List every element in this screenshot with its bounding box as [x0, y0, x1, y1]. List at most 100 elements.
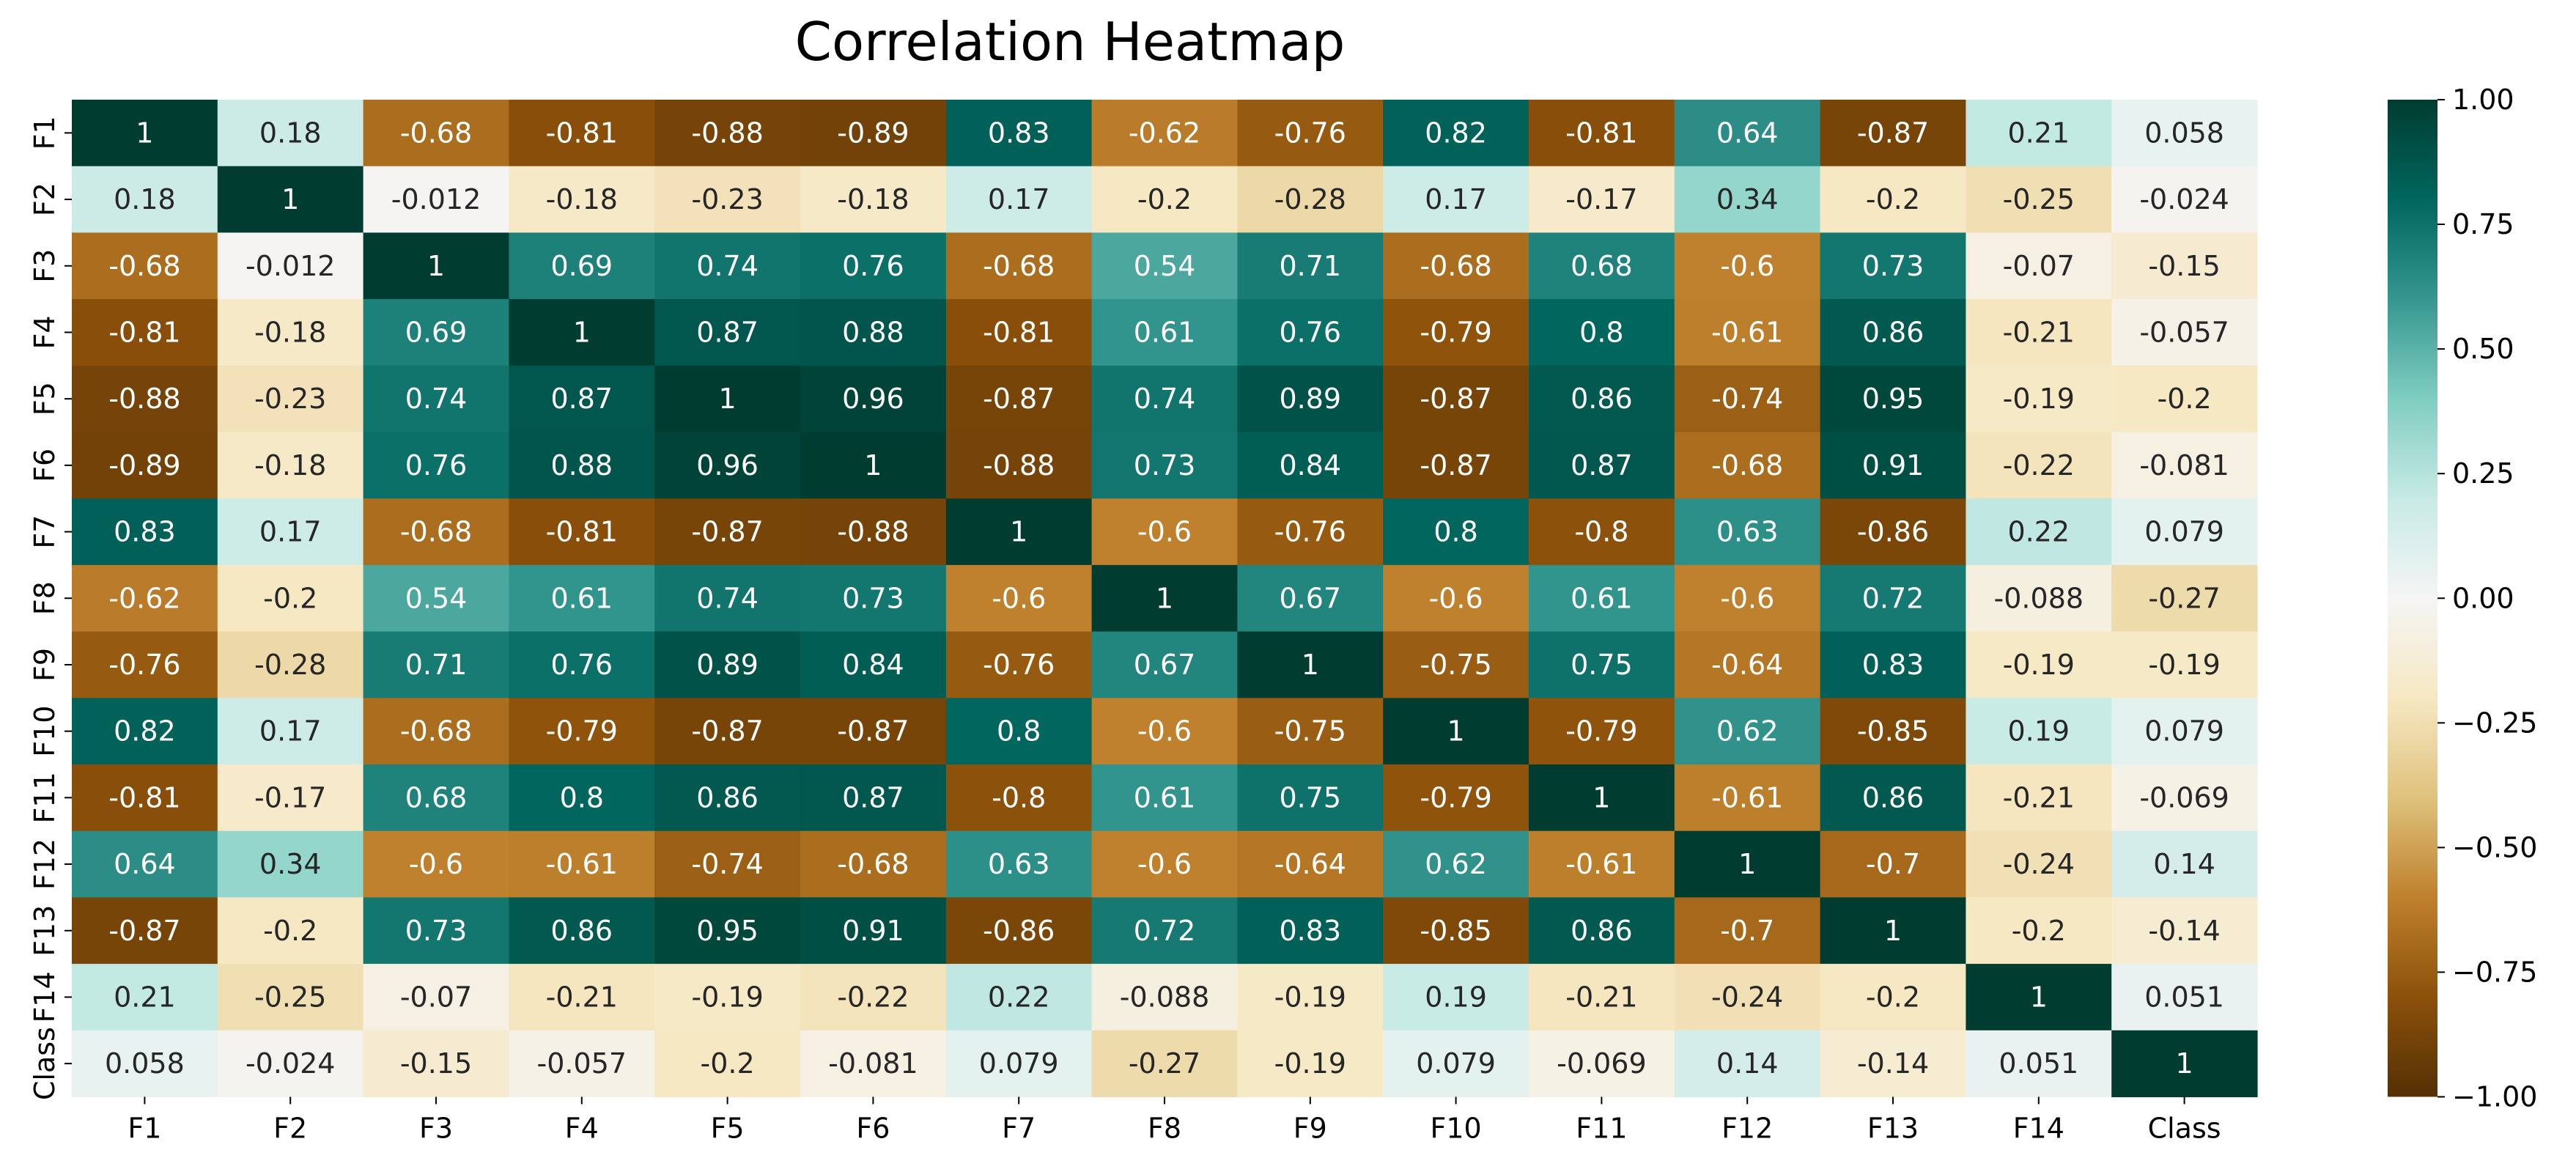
- heatmap-cell-label: 0.69: [405, 316, 468, 348]
- heatmap-cell-label: -0.64: [1274, 848, 1346, 880]
- heatmap-cell-F11-Class: [2111, 764, 2258, 832]
- heatmap-cell-F6-F4: [509, 432, 655, 499]
- colorbar-tick-label: 0.25: [2452, 457, 2514, 490]
- heatmap-cell-label: -0.61: [546, 848, 618, 880]
- heatmap-cell-F7-F13: [1820, 498, 1966, 566]
- heatmap-cell-F8-F5: [654, 564, 801, 633]
- heatmap-cell-F2-F10: [1383, 166, 1529, 233]
- heatmap-cell-label: 0.91: [1862, 449, 1924, 482]
- heatmap-cell-F14-F13: [1820, 964, 1966, 1031]
- heatmap-cell-label: -0.89: [837, 117, 909, 149]
- heatmap-cell-F4-F8: [1091, 299, 1238, 366]
- heatmap-cell-label: 0.63: [1716, 516, 1779, 548]
- heatmap-cell-F14-F3: [363, 964, 509, 1031]
- heatmap-cell-F1-Class: [2111, 100, 2258, 167]
- heatmap-cell-F4-F9: [1237, 299, 1384, 366]
- heatmap-cell-F4-F10: [1383, 299, 1529, 366]
- y-tick-label: F1: [29, 116, 61, 150]
- heatmap-cell-F9-F5: [654, 631, 801, 698]
- heatmap-cell-label: 0.83: [1862, 649, 1924, 681]
- heatmap-cell-F10-F7: [945, 698, 1093, 765]
- heatmap-cell-label: 0.19: [1425, 981, 1487, 1013]
- heatmap-cell-label: -0.6: [1720, 582, 1774, 614]
- heatmap-cell-F5-F5: [654, 365, 801, 433]
- heatmap-cell-label: -0.24: [2003, 848, 2075, 880]
- heatmap-cell-label: -0.6: [409, 848, 463, 880]
- heatmap-cell-label: -0.75: [1420, 649, 1491, 681]
- heatmap-cell-label: 0.54: [405, 582, 468, 614]
- heatmap-cell-label: -0.87: [1857, 117, 1929, 149]
- heatmap-cell-Class-F4: [509, 1030, 655, 1098]
- heatmap-cell-label: -0.88: [108, 383, 180, 415]
- heatmap-cell-label: 0.95: [696, 915, 759, 947]
- heatmap-cell-label: 0.22: [988, 981, 1050, 1013]
- heatmap-cell-Class-F1: [72, 1030, 218, 1098]
- heatmap-cell-label: -0.88: [837, 516, 909, 548]
- heatmap-cell-label: 0.73: [1134, 449, 1196, 482]
- heatmap-cell-label: 1: [281, 183, 299, 215]
- heatmap-cell-label: 0.71: [405, 649, 468, 681]
- heatmap-cell-F10-F9: [1237, 698, 1384, 765]
- heatmap-cell-F9-F8: [1091, 631, 1238, 698]
- heatmap-cell-F4-F11: [1529, 299, 1675, 366]
- heatmap-cell-F4-F4: [509, 299, 655, 366]
- heatmap-cell-F1-F12: [1674, 100, 1821, 167]
- heatmap-cell-label: -0.6: [1720, 250, 1774, 282]
- heatmap-cell-label: 0.058: [105, 1047, 185, 1080]
- colorbar-tick-label: 0.50: [2452, 333, 2514, 365]
- heatmap-cell-F3-F7: [945, 232, 1093, 300]
- heatmap-cell-label: -0.024: [246, 1047, 336, 1080]
- heatmap-cell-label: -0.2: [1866, 981, 1920, 1013]
- heatmap-cell-F9-Class: [2111, 631, 2258, 698]
- heatmap-cell-label: 1: [719, 383, 737, 415]
- heatmap-cell-label: -0.89: [108, 449, 180, 482]
- heatmap-cell-label: 0.84: [842, 649, 904, 681]
- heatmap-cell-label: -0.14: [1857, 1047, 1929, 1080]
- heatmap-cell-F4-F2: [217, 299, 364, 366]
- heatmap-cell-label: 0.71: [1279, 250, 1341, 282]
- heatmap-cell-label: 0.14: [2153, 848, 2215, 880]
- heatmap-cell-label: -0.057: [2139, 316, 2229, 348]
- heatmap-cell-label: -0.87: [108, 915, 180, 947]
- heatmap-cell-label: -0.23: [691, 183, 763, 215]
- heatmap-cell-label: 0.34: [1716, 183, 1779, 215]
- heatmap-cell-label: -0.15: [2148, 250, 2220, 282]
- heatmap-cell-F10-F8: [1091, 698, 1238, 765]
- heatmap-cell-label: -0.24: [1711, 981, 1783, 1013]
- heatmap-cell-F13-F6: [800, 897, 947, 965]
- heatmap-cell-F8-F3: [363, 564, 509, 633]
- heatmap-cell-F11-F8: [1091, 764, 1238, 832]
- heatmap-cell-F4-F13: [1820, 299, 1966, 366]
- heatmap-cell-label: -0.2: [2158, 383, 2212, 415]
- heatmap-cell-F14-F8: [1091, 964, 1238, 1031]
- heatmap-cell-label: 0.82: [114, 715, 176, 748]
- heatmap-cell-F2-F12: [1674, 166, 1821, 233]
- y-tick-label: F14: [29, 971, 61, 1022]
- heatmap-cell-F11-F7: [945, 764, 1093, 832]
- heatmap-cell-label: 0.88: [842, 316, 904, 348]
- heatmap-cell-label: -0.18: [254, 316, 326, 348]
- heatmap-cell-label: -0.07: [2003, 250, 2075, 282]
- heatmap-cell-F11-F14: [1966, 764, 2112, 832]
- heatmap-cell-label: 0.17: [1425, 183, 1487, 215]
- heatmap-cell-label: 0.87: [1571, 449, 1633, 482]
- heatmap-cell-F7-F12: [1674, 498, 1821, 566]
- x-tick-label: F6: [856, 1113, 890, 1145]
- heatmap-cell-label: 0.19: [2007, 715, 2070, 748]
- x-tick-label: F11: [1576, 1113, 1627, 1145]
- heatmap-cell-F2-F6: [800, 166, 947, 233]
- heatmap-cell-F14-F10: [1383, 964, 1529, 1031]
- heatmap-cell-label: -0.86: [983, 915, 1055, 947]
- heatmap-cell-F10-F6: [800, 698, 947, 765]
- heatmap-cell-F13-F8: [1091, 897, 1238, 965]
- heatmap-cell-label: 0.8: [1579, 316, 1623, 348]
- heatmap-cell-label: -0.6: [1137, 848, 1192, 880]
- x-tick-label: F5: [711, 1113, 745, 1145]
- heatmap-cell-F9-F7: [945, 631, 1093, 698]
- heatmap-cell-F8-F6: [800, 564, 947, 633]
- heatmap-cell-label: -0.07: [400, 981, 472, 1013]
- heatmap-cell-label: 0.079: [2144, 516, 2224, 548]
- heatmap-cell-label: 0.96: [696, 449, 759, 482]
- x-tick-label: F8: [1148, 1113, 1181, 1145]
